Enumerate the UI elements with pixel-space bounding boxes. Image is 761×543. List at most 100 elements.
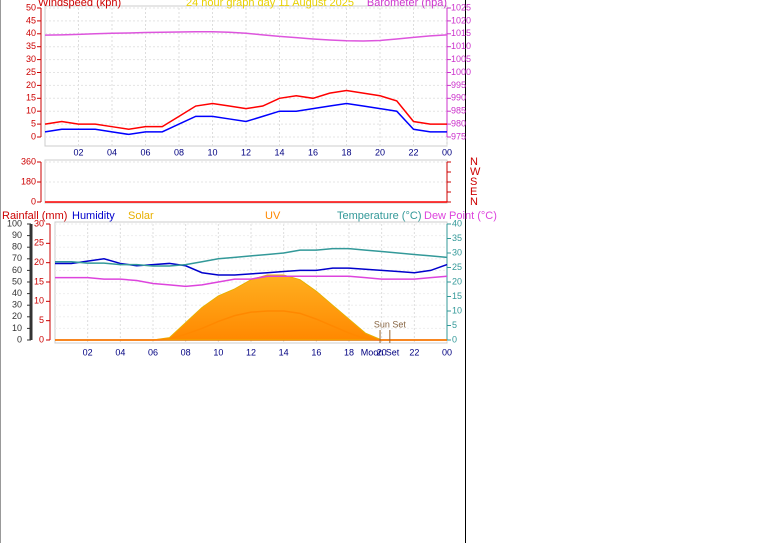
x-tick-label: 12: [246, 347, 256, 357]
y2-tick-label: 975: [451, 131, 466, 141]
y2-tick-label: 990: [451, 93, 466, 103]
y2-tick-label: 0: [452, 334, 457, 344]
y-tick-label: 180: [21, 176, 36, 186]
y2-tick-label: 1020: [451, 15, 471, 25]
y3-tick-label: 20: [34, 257, 44, 267]
y-tick-label: 0: [17, 334, 22, 344]
x-tick-label: 00: [442, 347, 452, 357]
y2-tick-label: N: [470, 196, 478, 208]
annotation: Sun Set: [374, 319, 407, 329]
y2-tick-label: 25: [452, 262, 462, 272]
y-tick-label: 30: [12, 300, 22, 310]
x-tick-label: 10: [213, 347, 223, 357]
y-tick-label: 0: [31, 196, 36, 206]
y-tick-label: 40: [12, 288, 22, 298]
legend-entry: Rainfall (mm): [2, 210, 67, 222]
x-tick-label: 00: [442, 147, 452, 157]
y-tick-label: 40: [26, 28, 36, 38]
y2-tick-label: E: [470, 186, 477, 198]
x-tick-label: 06: [140, 147, 150, 157]
y2-tick-label: W: [470, 166, 481, 178]
x-tick-label: 04: [115, 347, 125, 357]
y-tick-label: 50: [26, 2, 36, 12]
y-tick-label: 5: [31, 118, 36, 128]
y2-tick-label: 10: [452, 305, 462, 315]
x-tick-label: 14: [279, 347, 289, 357]
y2-tick-label: 1015: [451, 28, 471, 38]
x-tick-label: 02: [83, 347, 93, 357]
y2-axis-title: Barometer (hpa): [367, 0, 447, 9]
y-tick-label: 20: [26, 80, 36, 90]
y-tick-label: 0: [31, 131, 36, 141]
y2-tick-label: N: [470, 156, 478, 168]
y2-tick-label: 15: [452, 291, 462, 301]
x-tick-label: 06: [148, 347, 158, 357]
y2-tick-label: 30: [452, 247, 462, 257]
series-line: [55, 247, 448, 267]
series-line: [44, 30, 448, 42]
x-tick-label: 22: [409, 347, 419, 357]
legend-entry: Solar: [128, 210, 154, 222]
series-line: [44, 102, 447, 136]
series-line: [55, 275, 448, 288]
x-tick-label: 16: [308, 147, 318, 157]
y2-tick-label: 40: [452, 218, 462, 228]
y-tick-label: 15: [26, 93, 36, 103]
y2-tick-label: 1010: [451, 41, 471, 51]
y-tick-label: 60: [12, 265, 22, 275]
y-tick-label: 45: [26, 15, 36, 25]
x-tick-label: 18: [341, 147, 351, 157]
y2-tick-label: 35: [452, 233, 462, 243]
x-tick-label: 18: [344, 347, 354, 357]
y-axis-title: Windspeed (kph): [38, 0, 121, 9]
legend-entry: Temperature (°C): [337, 210, 421, 222]
y2-tick-label: 1000: [451, 67, 471, 77]
legend-entry: Dew Point (°C): [424, 210, 497, 222]
y-tick-label: 10: [26, 106, 36, 116]
y3-tick-label: 10: [34, 296, 44, 306]
y2-tick-label: 980: [451, 118, 466, 128]
x-tick-label: 02: [73, 147, 83, 157]
y-tick-label: 25: [26, 67, 36, 77]
y-tick-label: 30: [26, 54, 36, 64]
y3-tick-label: 15: [34, 276, 44, 286]
x-tick-label: 08: [174, 147, 184, 157]
legend-entry: Humidity: [72, 210, 115, 222]
x-tick-label: 12: [241, 147, 251, 157]
x-tick-label: 10: [207, 147, 217, 157]
y2-tick-label: 5: [452, 320, 457, 330]
series-line: [55, 258, 448, 276]
y2-tick-label: 1005: [451, 54, 471, 64]
y-tick-label: 35: [26, 41, 36, 51]
x-tick-label: 14: [274, 147, 284, 157]
series-line: [55, 310, 447, 341]
y2-tick-label: S: [470, 176, 477, 188]
y-tick-label: 10: [12, 323, 22, 333]
chart-title: 24 hour graph day 11 August 2025: [186, 0, 354, 9]
y2-tick-label: 985: [451, 106, 466, 116]
y2-tick-label: 995: [451, 80, 466, 90]
x-tick-label: 16: [311, 347, 321, 357]
y3-tick-label: 5: [39, 315, 44, 325]
y-tick-label: 90: [12, 230, 22, 240]
series-line: [44, 89, 447, 131]
legend-entry: UV: [265, 210, 281, 222]
y-tick-label: 360: [21, 156, 36, 166]
annotation: Moon Set: [361, 347, 400, 357]
y3-tick-label: 30: [34, 218, 44, 228]
x-tick-label: 08: [181, 347, 191, 357]
x-tick-label: 22: [408, 147, 418, 157]
y3-tick-label: 25: [34, 238, 44, 248]
y-tick-label: 80: [12, 242, 22, 252]
y2-tick-label: 1025: [451, 2, 471, 12]
y-tick-label: 50: [12, 276, 22, 286]
y-tick-label: 70: [12, 253, 22, 263]
x-tick-label: 20: [375, 147, 385, 157]
y2-tick-label: 20: [452, 276, 462, 286]
y3-tick-label: 0: [39, 334, 44, 344]
x-tick-label: 20: [377, 347, 387, 357]
y-tick-label: 20: [12, 311, 22, 321]
y-tick-label: 100: [7, 218, 22, 228]
x-tick-label: 04: [107, 147, 117, 157]
